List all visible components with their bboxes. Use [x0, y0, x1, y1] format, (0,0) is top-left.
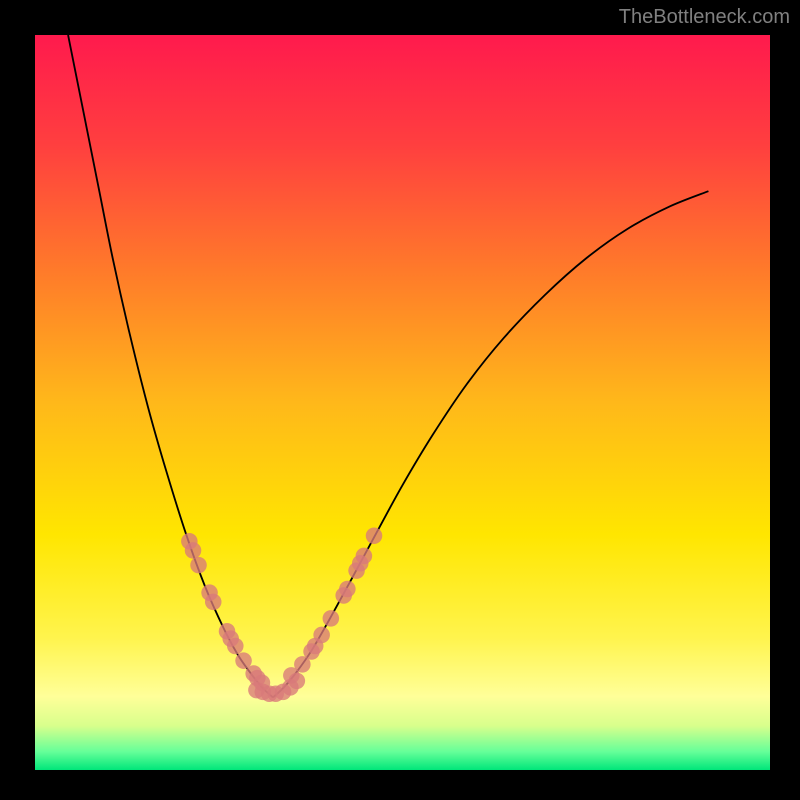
plot-area — [35, 35, 770, 770]
curve-left-branch — [68, 35, 273, 697]
watermark-text: TheBottleneck.com — [619, 6, 790, 29]
data-marker — [190, 557, 207, 574]
data-marker — [339, 581, 356, 598]
data-marker — [356, 548, 373, 565]
chart-svg — [35, 35, 770, 770]
data-marker — [235, 652, 252, 669]
chart-container: TheBottleneck.com — [0, 0, 800, 800]
data-marker — [227, 638, 244, 655]
data-marker — [205, 594, 222, 611]
data-marker — [185, 542, 202, 559]
data-marker — [323, 610, 340, 627]
data-marker — [366, 527, 383, 544]
data-marker — [313, 627, 330, 644]
